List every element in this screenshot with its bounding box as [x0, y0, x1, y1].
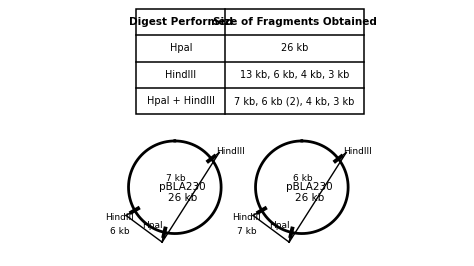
Text: 26 kb: 26 kb — [281, 43, 308, 53]
Text: HindIII: HindIII — [232, 213, 260, 222]
Text: HpaI: HpaI — [170, 43, 192, 53]
Text: 6 kb: 6 kb — [293, 174, 313, 183]
Text: 7 kb: 7 kb — [237, 227, 257, 236]
Text: HpaI: HpaI — [143, 221, 163, 230]
Text: 7 kb: 7 kb — [166, 174, 186, 183]
Text: pBLA230
26 kb: pBLA230 26 kb — [286, 182, 333, 203]
Text: pBLA230
26 kb: pBLA230 26 kb — [159, 182, 206, 203]
Bar — [137, 9, 364, 114]
Text: Digest Performed: Digest Performed — [129, 17, 233, 27]
Text: 7 kb, 6 kb (2), 4 kb, 3 kb: 7 kb, 6 kb (2), 4 kb, 3 kb — [234, 96, 355, 106]
Text: HindIII: HindIII — [165, 70, 196, 80]
Text: 6 kb: 6 kb — [110, 227, 130, 236]
Text: 13 kb, 6 kb, 4 kb, 3 kb: 13 kb, 6 kb, 4 kb, 3 kb — [240, 70, 349, 80]
Text: HindIII: HindIII — [105, 213, 133, 222]
Text: Size of Fragments Obtained: Size of Fragments Obtained — [213, 17, 376, 27]
Text: HpaI: HpaI — [269, 221, 290, 230]
Text: HpaI + HindIII: HpaI + HindIII — [147, 96, 215, 106]
Text: HindIII: HindIII — [343, 147, 372, 156]
Text: HindIII: HindIII — [216, 147, 245, 156]
